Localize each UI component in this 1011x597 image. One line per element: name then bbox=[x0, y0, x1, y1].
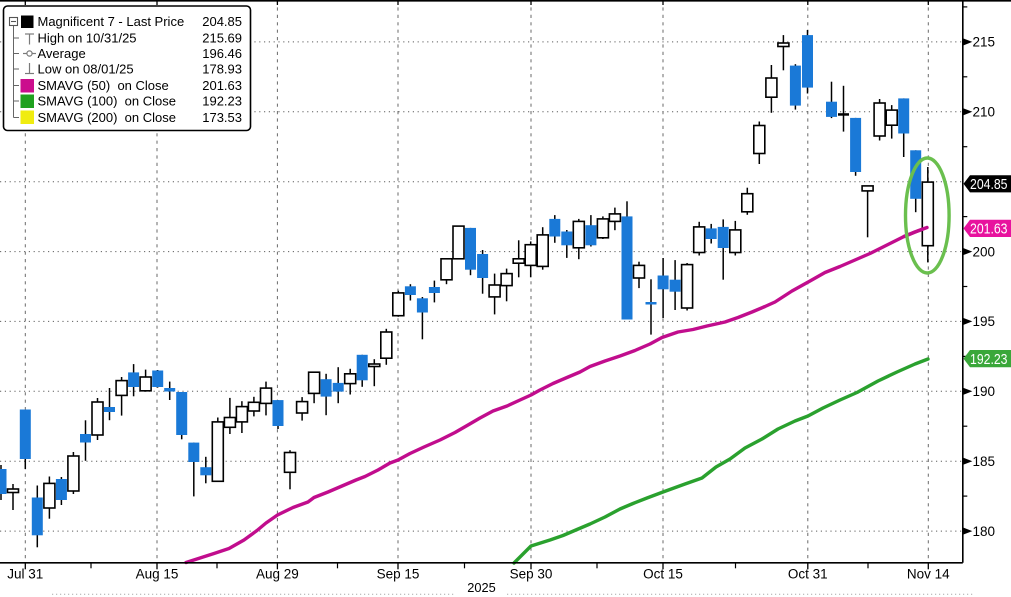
svg-text:195: 195 bbox=[973, 314, 996, 329]
svg-text:Low on 08/01/25: Low on 08/01/25 bbox=[38, 62, 134, 77]
svg-text:204.85: 204.85 bbox=[970, 177, 1008, 193]
svg-text:215.69: 215.69 bbox=[202, 31, 242, 46]
svg-text:192.23: 192.23 bbox=[202, 94, 242, 109]
svg-text:Nov 14: Nov 14 bbox=[907, 567, 950, 582]
svg-text:Oct 15: Oct 15 bbox=[643, 567, 683, 582]
svg-text:Sep 30: Sep 30 bbox=[510, 567, 553, 582]
svg-text:201.63: 201.63 bbox=[970, 222, 1008, 238]
svg-text:200: 200 bbox=[973, 244, 996, 259]
svg-text:Average: Average bbox=[38, 46, 86, 61]
svg-text:SMAVG (50) on Close: SMAVG (50) on Close bbox=[38, 78, 169, 93]
svg-text:192.23: 192.23 bbox=[970, 352, 1008, 368]
svg-text:201.63: 201.63 bbox=[202, 78, 242, 93]
svg-text:215: 215 bbox=[973, 35, 996, 50]
svg-text:180: 180 bbox=[973, 524, 996, 539]
svg-text:190: 190 bbox=[973, 384, 996, 399]
svg-text:SMAVG (200) on Close: SMAVG (200) on Close bbox=[38, 110, 176, 125]
svg-text:204.85: 204.85 bbox=[202, 14, 242, 29]
svg-text:178.93: 178.93 bbox=[202, 62, 242, 77]
svg-text:Jul 31: Jul 31 bbox=[7, 567, 43, 582]
svg-text:Aug 15: Aug 15 bbox=[136, 567, 179, 582]
svg-text:185: 185 bbox=[973, 454, 996, 469]
svg-text:210: 210 bbox=[973, 105, 996, 120]
svg-text:2025: 2025 bbox=[467, 580, 495, 595]
svg-text:Magnificent 7 - Last Price: Magnificent 7 - Last Price bbox=[38, 14, 185, 29]
svg-text:Oct 31: Oct 31 bbox=[788, 567, 828, 582]
svg-text:173.53: 173.53 bbox=[202, 110, 242, 125]
svg-text:Aug 29: Aug 29 bbox=[256, 567, 299, 582]
svg-text:196.46: 196.46 bbox=[202, 46, 242, 61]
svg-text:SMAVG (100) on Close: SMAVG (100) on Close bbox=[38, 94, 176, 109]
svg-text:High on 10/31/25: High on 10/31/25 bbox=[38, 31, 137, 46]
svg-text:Sep 15: Sep 15 bbox=[377, 567, 420, 582]
